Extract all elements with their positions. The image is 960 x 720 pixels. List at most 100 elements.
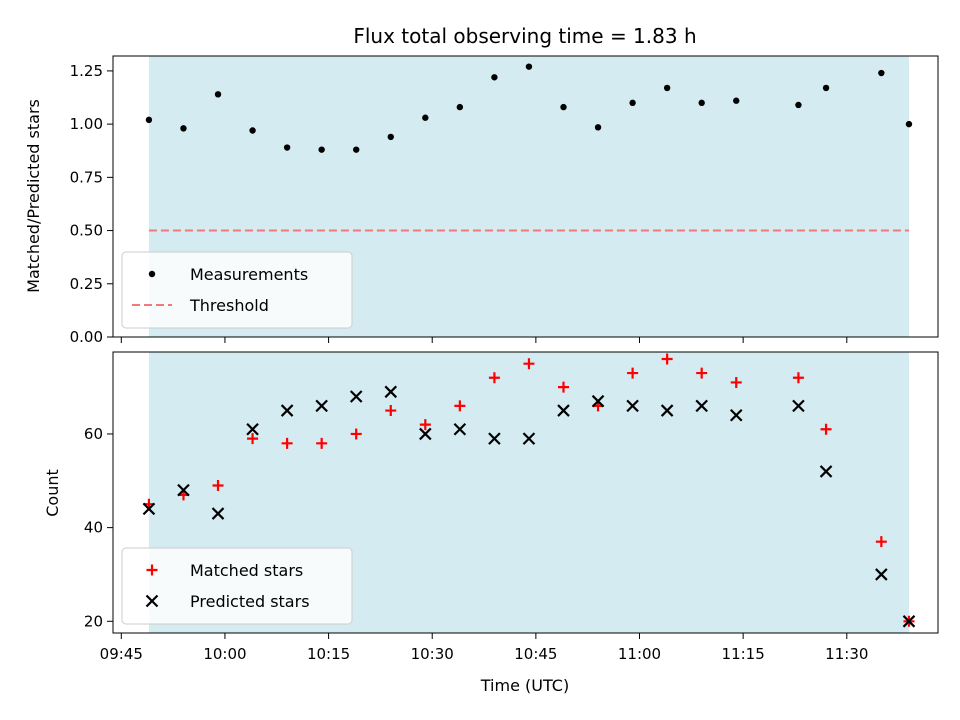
plot-panels: 0.00 0.25 0.50 0.75 1.00 1.25 Measurements Thre… xyxy=(70,55,939,663)
point-0-0-7 xyxy=(387,133,394,141)
point-1-0-17 xyxy=(730,376,742,388)
bottom-panel-y-label: Count xyxy=(43,469,62,517)
point-1-1-6 xyxy=(349,390,363,403)
point-1-1-3 xyxy=(246,422,259,436)
point-1-1-2 xyxy=(211,507,225,520)
point-1-1-7 xyxy=(384,385,398,399)
point-1-1-1 xyxy=(177,483,190,497)
point-1-0-5 xyxy=(316,437,328,449)
point-0-0-2 xyxy=(214,91,222,98)
x-tick-label-6: 11:15 xyxy=(722,645,765,663)
point-1-1-9 xyxy=(453,422,467,436)
x-axis-label: Time (UTC) xyxy=(480,676,569,695)
y-tick-label-1-0: 20 xyxy=(84,612,103,630)
point-1-1-10 xyxy=(488,432,501,445)
point-0-0-10 xyxy=(491,74,498,81)
point-1-0-12 xyxy=(558,381,570,393)
point-1-1-0 xyxy=(142,502,156,516)
legend-label-1-1: Predicted stars xyxy=(190,592,310,611)
legend-label-0-0: Measurements xyxy=(190,265,308,284)
point-0-0-15 xyxy=(663,84,671,92)
series-0-0 xyxy=(145,63,913,153)
point-1-0-10 xyxy=(488,372,500,384)
point-0-0-9 xyxy=(456,103,464,111)
y-tick-label-0-2: 0.50 xyxy=(70,222,103,240)
point-1-0-18 xyxy=(792,372,804,384)
legend-1 xyxy=(121,547,353,625)
legend-swatch-1-0 xyxy=(146,564,158,576)
panel-1: 20 40 60 09:45 10:00 10:15 10:30 10:45 11:00 11:1… xyxy=(84,351,939,663)
point-1-1-18 xyxy=(792,399,805,413)
point-1-0-15 xyxy=(661,353,673,365)
axes-frame-0 xyxy=(112,55,939,338)
point-0-0-12 xyxy=(560,103,567,111)
point-1-0-6 xyxy=(350,428,362,440)
point-1-1-20 xyxy=(875,568,888,581)
point-1-0-4 xyxy=(281,437,293,449)
legend-swatch-0-0 xyxy=(148,270,156,278)
series-1-1 xyxy=(142,385,916,628)
point-0-0-21 xyxy=(905,120,913,128)
series-1-0 xyxy=(143,353,915,627)
legend-swatch-1-1 xyxy=(145,594,159,608)
point-1-1-8 xyxy=(419,427,432,441)
point-0-0-1 xyxy=(180,125,187,132)
point-1-0-9 xyxy=(454,400,466,412)
x-tick-label-1: 10:00 xyxy=(203,645,246,663)
point-1-1-5 xyxy=(315,399,328,413)
point-0-0-11 xyxy=(525,63,533,70)
point-0-0-19 xyxy=(822,84,830,92)
point-1-1-19 xyxy=(819,465,833,478)
x-tick-label-2: 10:15 xyxy=(307,645,350,663)
point-0-0-18 xyxy=(795,101,802,109)
point-0-0-16 xyxy=(698,99,705,107)
point-1-1-15 xyxy=(660,404,674,417)
point-1-1-21 xyxy=(902,615,916,628)
legend-label-1-0: Matched stars xyxy=(190,561,303,580)
point-0-0-14 xyxy=(629,99,636,107)
legend-0 xyxy=(121,251,353,329)
x-tick-label-4: 10:45 xyxy=(514,645,557,663)
y-tick-label-0-5: 1.25 xyxy=(70,62,103,80)
point-1-0-14 xyxy=(627,367,639,379)
point-1-1-16 xyxy=(695,399,708,413)
point-1-0-20 xyxy=(875,536,887,548)
point-1-1-13 xyxy=(591,394,605,408)
x-tick-label-7: 11:30 xyxy=(825,645,868,663)
y-tick-label-1-1: 40 xyxy=(84,519,103,537)
chart-title: Flux total observing time = 1.83 h xyxy=(353,24,696,48)
point-1-1-11 xyxy=(522,432,536,445)
point-0-0-4 xyxy=(283,144,291,151)
point-1-1-4 xyxy=(280,404,294,417)
x-tick-label-3: 10:30 xyxy=(411,645,454,663)
point-1-0-19 xyxy=(820,423,832,435)
panel-0: 0.00 0.25 0.50 0.75 1.00 1.25 Measurements Thre… xyxy=(70,55,939,346)
y-tick-label-0-1: 0.25 xyxy=(70,275,103,293)
x-tick-label-5: 11:00 xyxy=(618,645,661,663)
point-1-0-2 xyxy=(212,479,224,491)
point-1-0-7 xyxy=(385,405,397,417)
point-0-0-8 xyxy=(422,114,429,121)
point-0-0-5 xyxy=(318,146,325,153)
point-1-0-16 xyxy=(696,367,708,379)
point-0-0-6 xyxy=(353,146,360,153)
y-tick-label-0-3: 0.75 xyxy=(70,168,103,186)
point-0-0-17 xyxy=(733,97,740,104)
point-1-0-3 xyxy=(247,433,259,445)
axes-frame-1 xyxy=(112,351,939,634)
point-0-0-20 xyxy=(878,69,885,77)
point-1-1-14 xyxy=(626,399,639,413)
point-0-0-13 xyxy=(594,124,602,131)
point-1-1-12 xyxy=(557,404,570,417)
y-tick-label-1-2: 60 xyxy=(84,425,103,443)
point-0-0-0 xyxy=(145,116,153,124)
y-tick-label-0-4: 1.00 xyxy=(70,115,103,133)
point-1-0-8 xyxy=(419,419,431,431)
top-panel-y-label: Matched/Predicted stars xyxy=(24,99,43,293)
point-1-1-17 xyxy=(729,408,743,422)
x-tick-label-0: 09:45 xyxy=(100,645,143,663)
point-0-0-3 xyxy=(249,127,256,134)
point-1-0-11 xyxy=(523,358,535,370)
y-tick-label-0-0: 0.00 xyxy=(70,328,103,346)
